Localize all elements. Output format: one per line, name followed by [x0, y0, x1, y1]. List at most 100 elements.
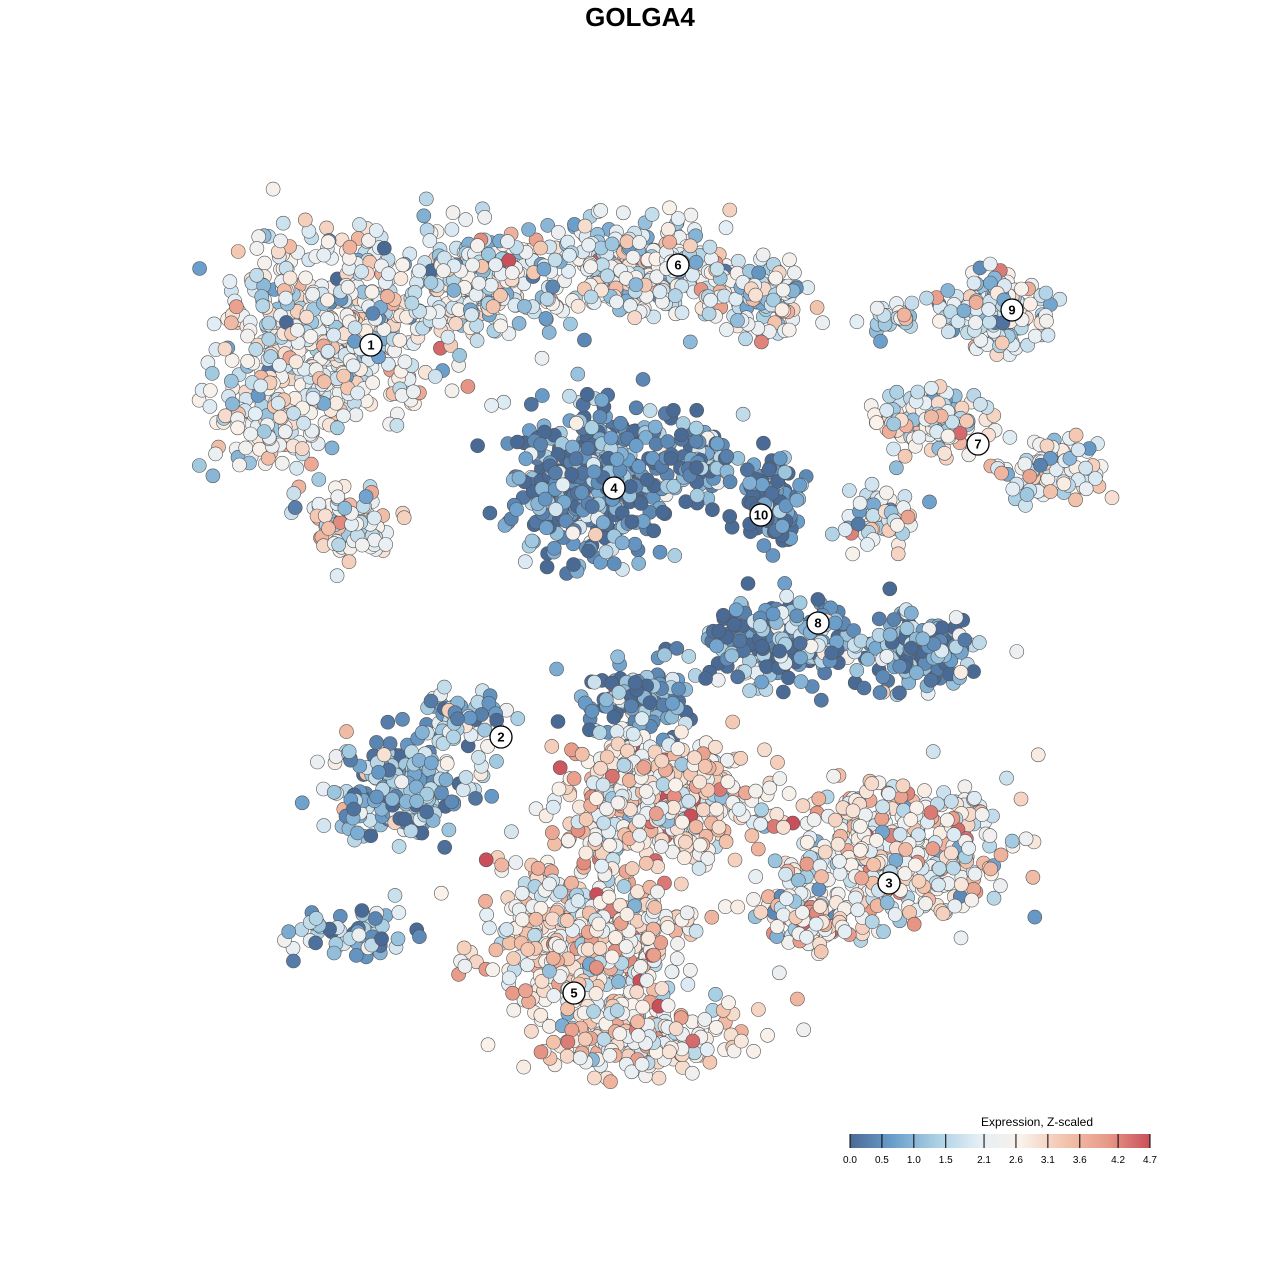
cell-point [748, 287, 763, 303]
cell-point [639, 973, 655, 988]
cell-point [832, 854, 847, 869]
cell-point [465, 257, 480, 273]
cell-point [602, 837, 618, 853]
cell-point [469, 333, 485, 348]
cell-point [470, 438, 485, 454]
cell-point [572, 1050, 588, 1066]
cell-point [455, 782, 471, 798]
cell-point [943, 845, 959, 861]
cell-point [249, 241, 265, 256]
cell-point [689, 460, 704, 476]
cell-point [544, 825, 560, 840]
cell-point [703, 292, 718, 308]
cell-point [222, 274, 238, 289]
cell-point [275, 215, 291, 231]
cell-point [879, 485, 894, 501]
cell-point [346, 801, 362, 817]
cell-point [524, 533, 540, 549]
cell-point [593, 760, 608, 776]
cell-point [966, 664, 981, 679]
cell-point [632, 827, 647, 843]
cell-point [866, 857, 881, 872]
cell-point [792, 477, 807, 493]
cell-point [673, 724, 689, 740]
cell-point [208, 446, 223, 462]
cell-point [827, 615, 843, 631]
cell-point [923, 805, 939, 820]
cell-point [358, 489, 374, 505]
cell-point [669, 641, 685, 656]
cell-point [827, 812, 843, 828]
cell-point [774, 302, 790, 318]
cell-point [615, 205, 631, 221]
cell-point [299, 309, 315, 325]
cell-point [439, 756, 455, 771]
cell-point [655, 504, 671, 520]
cell-point [305, 390, 321, 406]
cell-point [683, 238, 698, 254]
cell-point [248, 342, 264, 357]
cell-point [961, 840, 976, 856]
cell-point [584, 703, 600, 719]
cell-point [265, 181, 281, 197]
cell-point [550, 225, 566, 240]
cell-point [742, 475, 758, 491]
cell-point [589, 960, 604, 975]
cell-point [631, 813, 647, 829]
cell-point [464, 307, 479, 323]
cell-point [688, 420, 704, 436]
cell-point [875, 799, 891, 815]
cell-point [579, 386, 595, 402]
cell-point [510, 434, 525, 450]
cell-point [754, 334, 769, 350]
cell-point [937, 445, 952, 461]
cell-point [892, 659, 908, 674]
cell-point [496, 394, 512, 410]
cell-point [444, 222, 460, 237]
cell-point [889, 384, 905, 400]
cell-point [604, 949, 620, 965]
cell-point [232, 457, 247, 473]
cell-point [630, 1014, 645, 1030]
cell-point [256, 424, 272, 439]
cell-point [303, 329, 319, 344]
cell-point [627, 536, 643, 552]
cell-point [1056, 476, 1072, 492]
cell-point [204, 366, 220, 381]
cell-point [680, 977, 696, 992]
cell-point [436, 263, 451, 279]
cell-point [606, 709, 622, 725]
cell-point [1022, 468, 1038, 484]
cell-point [614, 535, 630, 551]
cell-point [609, 724, 625, 739]
cell-point [791, 872, 806, 888]
cell-point [515, 912, 530, 927]
cell-point [354, 264, 369, 279]
cell-point [485, 962, 501, 978]
cell-point [923, 380, 939, 396]
cell-point [341, 744, 357, 759]
cell-point [545, 911, 560, 927]
cell-point [488, 257, 503, 273]
cell-point [940, 428, 956, 444]
cell-point [811, 791, 827, 807]
cell-point [769, 807, 785, 822]
cell-point [592, 725, 608, 740]
cell-point [592, 940, 608, 956]
cell-point [445, 205, 461, 220]
cell-point [365, 375, 380, 391]
cell-point [964, 892, 980, 908]
cell-point [297, 212, 313, 228]
cell-point [730, 669, 746, 685]
cell-point [808, 916, 824, 932]
cell-point [845, 546, 861, 562]
cell-point [341, 554, 357, 570]
cell-point [595, 515, 611, 530]
cell-point [631, 556, 647, 571]
cell-point [655, 777, 671, 792]
cell-point [542, 1019, 557, 1034]
cell-point [692, 774, 708, 790]
cell-point [478, 893, 493, 909]
cell-point [688, 433, 704, 449]
cell-point [824, 645, 839, 661]
